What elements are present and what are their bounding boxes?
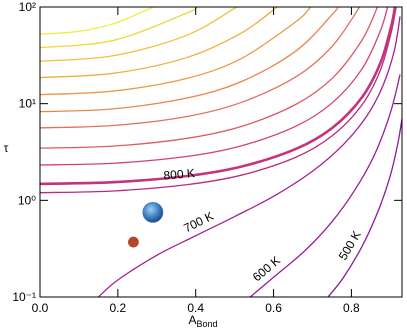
x-tick-label: 0.8 xyxy=(343,301,360,315)
y-tick-label: 10¹ xyxy=(19,97,36,111)
contour-line xyxy=(249,74,401,297)
y-tick-label: 10⁰ xyxy=(18,193,36,207)
y-tick-label: 10⁻¹ xyxy=(12,290,36,304)
y-axis-label: τ xyxy=(4,141,9,155)
contour-line xyxy=(40,7,154,35)
contour-line xyxy=(40,7,379,149)
contour-line xyxy=(40,7,389,166)
curve-label: 500 K xyxy=(336,228,364,262)
x-tick-label: 0.0 xyxy=(32,301,49,315)
contour-line xyxy=(40,7,361,129)
curve-label: 700 K xyxy=(181,209,215,235)
x-tick-label: 0.2 xyxy=(110,301,127,315)
contour-line xyxy=(40,7,339,113)
curve-label: 800 K xyxy=(163,166,195,183)
contour-line xyxy=(97,16,401,297)
contour-line xyxy=(40,7,278,79)
contour-line xyxy=(40,7,397,186)
planet-marker xyxy=(128,236,139,248)
x-tick-label: 0.4 xyxy=(187,301,204,315)
curve-label: 600 K xyxy=(250,253,283,284)
curves xyxy=(40,7,402,297)
y-tick-label: 10² xyxy=(19,0,36,14)
contour-line xyxy=(40,7,312,96)
x-axis-label-main: A xyxy=(188,313,196,327)
contour-line xyxy=(40,7,237,62)
x-tick-label: 0.6 xyxy=(265,301,282,315)
contour-line xyxy=(40,7,198,49)
x-axis-label-subscript: Bond xyxy=(196,319,217,329)
x-axis-label: ABond xyxy=(188,313,217,329)
plot-frame xyxy=(39,6,403,298)
planet-marker xyxy=(142,202,164,223)
contour-line xyxy=(40,7,397,194)
contour-line xyxy=(327,118,402,297)
